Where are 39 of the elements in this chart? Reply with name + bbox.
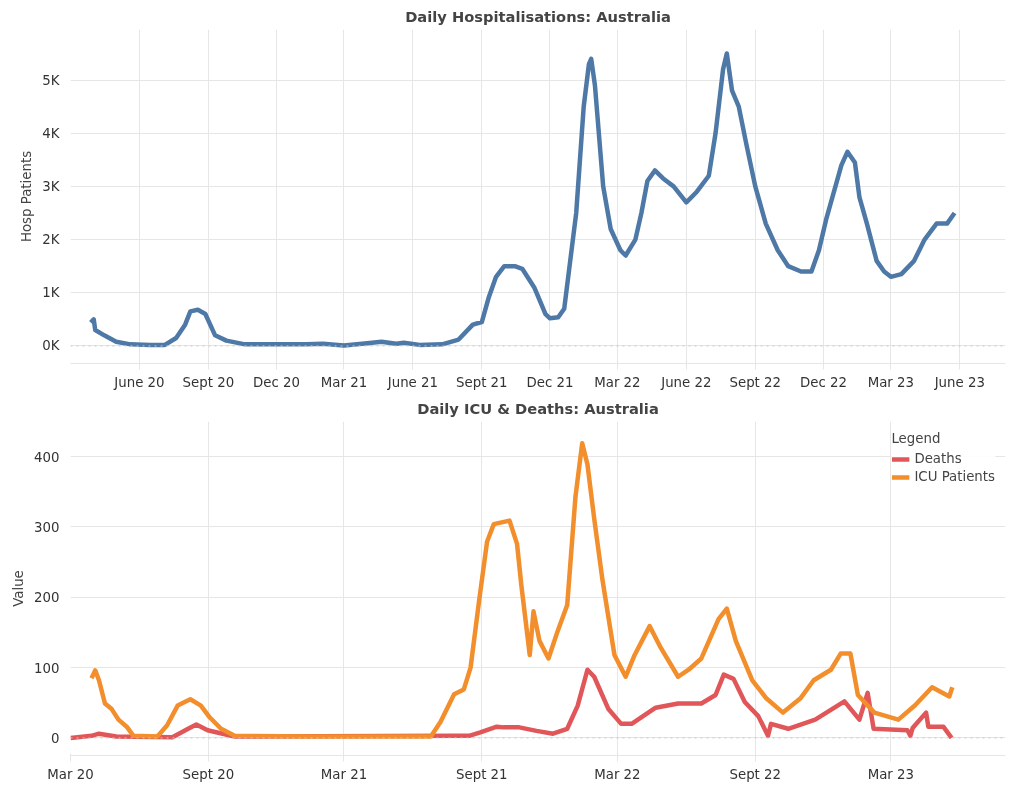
y-tick-label: 400 — [34, 449, 60, 465]
chart-title: Daily Hospitalisations: Australia — [405, 7, 671, 25]
y-tick-label: 0 — [51, 730, 60, 746]
y-tick-label: 300 — [34, 519, 60, 535]
x-tick-label: Sept 20 — [182, 374, 235, 390]
y-tick-label: 0K — [42, 338, 61, 354]
y-axis-title: Hosp Patients — [19, 150, 35, 243]
chart-title: Daily ICU & Deaths: Australia — [417, 399, 659, 417]
y-tick-label: 200 — [34, 590, 60, 606]
x-tick-label: June 23 — [933, 374, 985, 390]
x-tick-label: Sept 22 — [729, 374, 782, 390]
x-tick-label: Mar 21 — [320, 374, 368, 390]
x-tick-label: June 22 — [660, 374, 712, 390]
y-tick-label: 2K — [42, 232, 61, 248]
legend-title: Legend — [891, 431, 942, 446]
line-series — [88, 51, 957, 348]
y-tick-label: 100 — [34, 660, 60, 676]
x-tick-label: Dec 21 — [526, 374, 574, 390]
x-tick-label: Sept 22 — [729, 766, 782, 782]
y-tick-label: 4K — [42, 125, 61, 141]
x-tick-label: Mar 23 — [867, 766, 915, 782]
x-tick-label: Dec 20 — [253, 374, 301, 390]
x-tick-label: Mar 20 — [47, 766, 94, 782]
x-tick-label: Mar 22 — [594, 766, 641, 782]
x-tick-label: Sept 21 — [456, 374, 508, 390]
legend-label: Deaths — [914, 451, 962, 466]
x-tick-label: Dec 22 — [799, 374, 847, 390]
y-axis-title: Value — [11, 570, 27, 607]
legend-label: ICU Patients — [914, 469, 995, 484]
x-tick-label: Sept 21 — [456, 766, 508, 782]
y-tick-label: 5K — [42, 72, 61, 88]
x-tick-label: Mar 23 — [867, 374, 915, 390]
y-tick-label: 3K — [42, 178, 61, 194]
x-tick-label: June 20 — [113, 374, 165, 390]
y-tick-label: 1K — [42, 285, 61, 301]
x-tick-label: Mar 21 — [320, 766, 368, 782]
x-tick-label: June 21 — [386, 374, 439, 390]
x-tick-label: Sept 20 — [182, 766, 235, 782]
x-tick-label: Mar 22 — [594, 374, 641, 390]
